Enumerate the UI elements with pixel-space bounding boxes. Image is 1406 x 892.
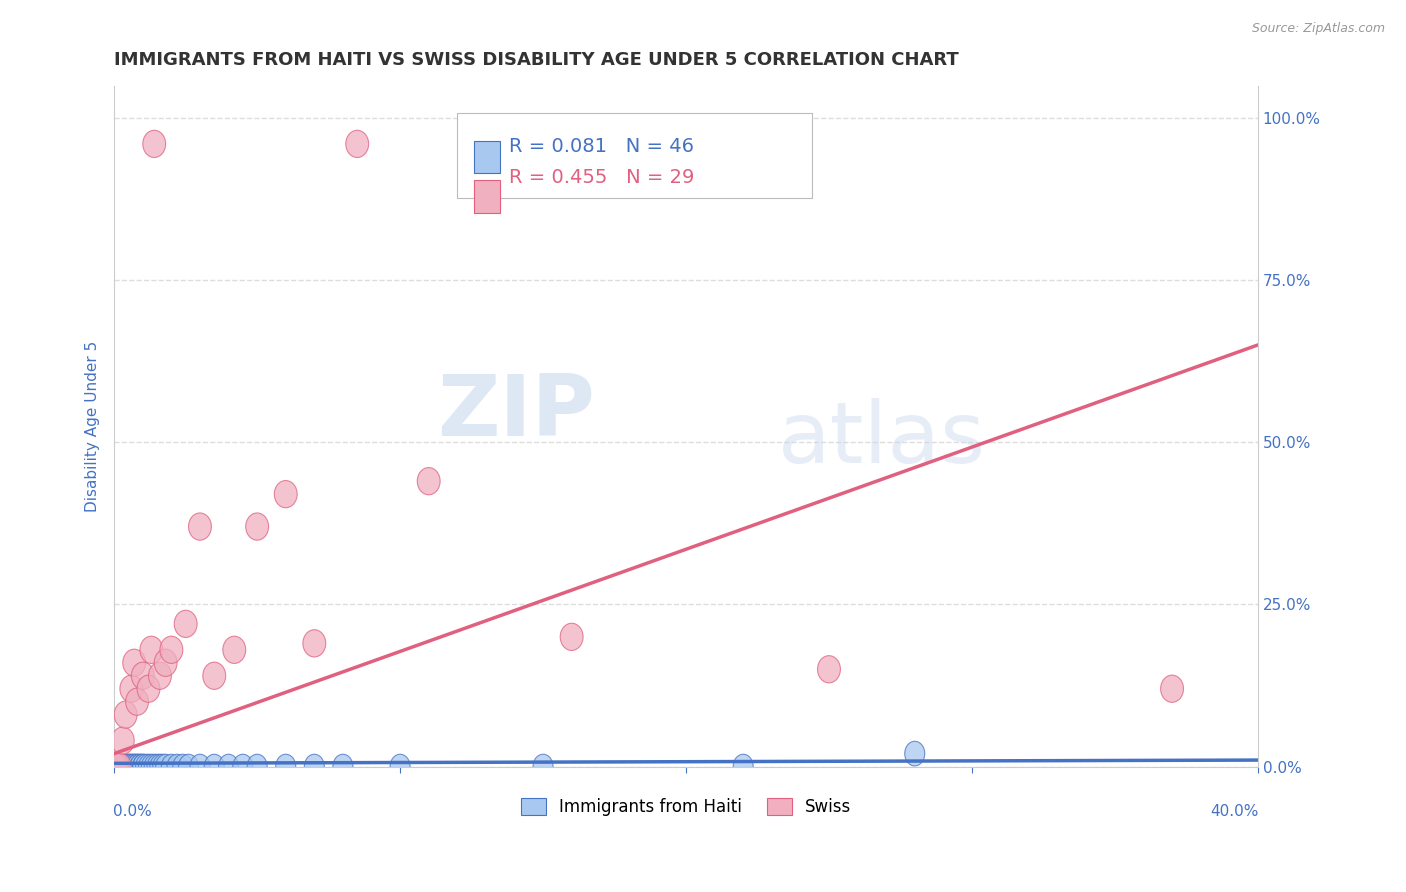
Ellipse shape (222, 636, 246, 664)
Ellipse shape (173, 755, 193, 779)
Ellipse shape (188, 513, 211, 541)
Ellipse shape (111, 727, 134, 755)
Ellipse shape (142, 755, 162, 779)
Ellipse shape (246, 513, 269, 541)
Ellipse shape (124, 755, 145, 779)
Ellipse shape (110, 755, 129, 779)
Ellipse shape (139, 755, 159, 779)
Ellipse shape (136, 675, 160, 702)
Ellipse shape (533, 755, 553, 779)
Ellipse shape (160, 636, 183, 664)
FancyBboxPatch shape (457, 112, 811, 198)
Text: IMMIGRANTS FROM HAITI VS SWISS DISABILITY AGE UNDER 5 CORRELATION CHART: IMMIGRANTS FROM HAITI VS SWISS DISABILIT… (114, 51, 959, 69)
Ellipse shape (112, 755, 132, 779)
Bar (474, 141, 499, 173)
Ellipse shape (418, 467, 440, 495)
Text: R = 0.081   N = 46: R = 0.081 N = 46 (509, 137, 693, 156)
Ellipse shape (149, 662, 172, 690)
Ellipse shape (346, 130, 368, 158)
Ellipse shape (162, 755, 181, 779)
Text: 40.0%: 40.0% (1211, 804, 1258, 819)
Ellipse shape (304, 755, 325, 779)
Ellipse shape (121, 755, 142, 779)
Ellipse shape (156, 755, 176, 779)
Ellipse shape (904, 741, 925, 766)
Ellipse shape (179, 755, 198, 779)
Ellipse shape (218, 755, 239, 779)
Text: Source: ZipAtlas.com: Source: ZipAtlas.com (1251, 22, 1385, 36)
Ellipse shape (115, 755, 135, 779)
Ellipse shape (167, 755, 187, 779)
Ellipse shape (155, 649, 177, 676)
Ellipse shape (120, 675, 143, 702)
Text: atlas: atlas (778, 398, 986, 481)
Ellipse shape (204, 755, 225, 779)
Ellipse shape (115, 755, 135, 779)
Ellipse shape (190, 755, 209, 779)
Ellipse shape (302, 630, 326, 657)
Ellipse shape (276, 755, 295, 779)
Ellipse shape (129, 755, 150, 779)
Ellipse shape (118, 755, 139, 779)
Ellipse shape (145, 755, 165, 779)
Ellipse shape (817, 656, 841, 683)
Ellipse shape (174, 610, 197, 638)
Ellipse shape (104, 755, 124, 779)
Ellipse shape (233, 755, 253, 779)
Ellipse shape (124, 755, 145, 779)
Ellipse shape (132, 755, 153, 779)
Text: ZIP: ZIP (437, 371, 595, 454)
Ellipse shape (153, 755, 173, 779)
Ellipse shape (560, 624, 583, 650)
Ellipse shape (121, 755, 142, 779)
Ellipse shape (274, 481, 297, 508)
Ellipse shape (247, 755, 267, 779)
Ellipse shape (148, 755, 167, 779)
Ellipse shape (125, 688, 149, 715)
Ellipse shape (135, 755, 156, 779)
Text: 0.0%: 0.0% (112, 804, 152, 819)
Text: R = 0.455   N = 29: R = 0.455 N = 29 (509, 168, 695, 187)
Ellipse shape (333, 755, 353, 779)
Ellipse shape (104, 755, 124, 779)
Ellipse shape (127, 755, 148, 779)
Ellipse shape (202, 662, 226, 690)
Ellipse shape (108, 753, 131, 780)
Ellipse shape (104, 755, 124, 779)
Ellipse shape (110, 755, 129, 779)
Ellipse shape (114, 701, 136, 728)
Ellipse shape (141, 636, 163, 664)
Ellipse shape (122, 649, 146, 676)
Ellipse shape (1160, 675, 1184, 702)
Y-axis label: Disability Age Under 5: Disability Age Under 5 (86, 341, 100, 512)
Ellipse shape (104, 755, 124, 779)
Ellipse shape (389, 755, 411, 779)
Ellipse shape (143, 130, 166, 158)
Ellipse shape (103, 753, 125, 780)
Ellipse shape (131, 662, 155, 690)
Ellipse shape (733, 755, 754, 779)
Bar (474, 180, 499, 213)
Ellipse shape (132, 755, 153, 779)
Ellipse shape (118, 755, 139, 779)
Ellipse shape (103, 753, 125, 780)
Legend: Immigrants from Haiti, Swiss: Immigrants from Haiti, Swiss (515, 791, 858, 823)
Ellipse shape (105, 753, 128, 780)
Ellipse shape (104, 755, 124, 779)
Ellipse shape (150, 755, 170, 779)
Ellipse shape (103, 753, 125, 780)
Ellipse shape (129, 755, 150, 779)
Ellipse shape (127, 755, 148, 779)
